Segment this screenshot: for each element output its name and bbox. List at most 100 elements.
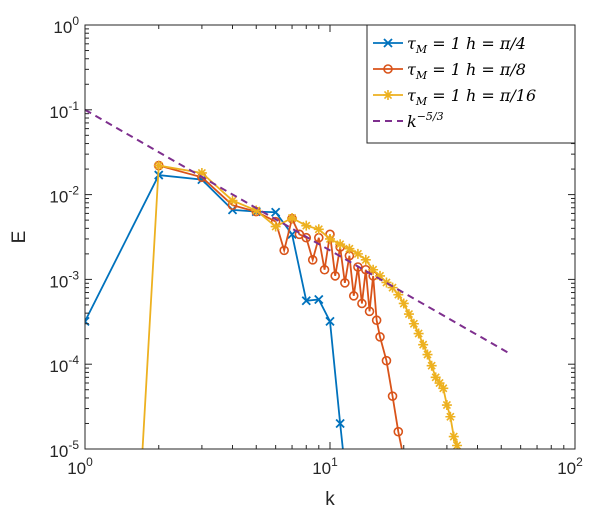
data-point (438, 383, 449, 394)
data-point (445, 411, 456, 422)
data-point (371, 315, 382, 326)
data-point (301, 296, 311, 306)
data-point (413, 328, 424, 339)
data-point (307, 255, 318, 265)
y-tick-base: 10 (49, 103, 68, 122)
data-point (434, 378, 445, 389)
data-point (393, 426, 404, 437)
y-tick-label: 10-3 (49, 268, 79, 291)
x-tick-exponent: 2 (576, 455, 583, 469)
legend-label-rest: = 1 h = π/8 (427, 60, 526, 79)
data-point (426, 360, 437, 371)
data-point (330, 271, 340, 281)
y-tick-base: 10 (53, 18, 72, 37)
x-tick-exponent: 1 (331, 455, 338, 469)
x-tick-label: 102 (557, 455, 583, 478)
data-point (360, 254, 371, 265)
legend-label-superscript: −5/3 (417, 110, 444, 123)
x-tick-exponent: 0 (86, 455, 93, 469)
data-point (227, 195, 238, 206)
data-point (368, 264, 379, 275)
y-tick-label: 100 (53, 14, 79, 37)
y-tick-label: 10-2 (49, 184, 79, 207)
data-point (403, 309, 414, 320)
legend-label: τM = 1 h = π/8 (407, 60, 526, 82)
data-point (430, 372, 441, 383)
data-point (375, 270, 386, 281)
data-point (348, 291, 359, 301)
data-point (340, 278, 350, 288)
legend-label: k−5/3 (407, 110, 444, 131)
legend-label-main: k (407, 112, 417, 131)
y-tick-exponent: -5 (68, 438, 79, 452)
data-point (422, 349, 433, 360)
legend-label-rest: = 1 h = π/16 (427, 86, 536, 105)
y-tick-exponent: -2 (68, 184, 79, 198)
data-point (375, 332, 385, 342)
legend-entry: τM = 1 h = π/16 (373, 86, 536, 108)
y-tick-exponent: -3 (68, 268, 79, 282)
x-tick-label: 101 (312, 455, 338, 478)
y-tick-base: 10 (49, 188, 68, 207)
y-tick-label: 10-4 (49, 353, 79, 376)
data-point (448, 431, 459, 442)
legend-label-main: τ (407, 86, 417, 105)
data-point (279, 245, 289, 256)
series-line (85, 108, 512, 356)
legend-label-main: τ (407, 60, 417, 79)
y-tick-base: 10 (49, 272, 68, 291)
y-tick-label: 10-5 (49, 438, 79, 461)
y-tick-base: 10 (49, 442, 68, 461)
data-point (398, 298, 409, 309)
data-point (381, 355, 392, 366)
y-tick-label: 10-1 (49, 99, 79, 122)
data-point (344, 243, 355, 254)
legend-swatch-marker (383, 90, 393, 100)
legend-label-main: τ (407, 34, 417, 53)
data-point (251, 205, 262, 216)
legend-entries: τM = 1 h = π/4τM = 1 h = π/8τM = 1 h = π… (373, 34, 536, 131)
legend-label-subscript: M (415, 69, 428, 82)
data-point (196, 167, 207, 178)
x-tick-base: 10 (67, 459, 86, 478)
legend-swatch-marker (383, 64, 393, 74)
data-point (387, 391, 398, 401)
data-point (352, 248, 363, 259)
legend-entry: k−5/3 (373, 110, 444, 131)
legend-label: τM = 1 h = π/4 (407, 34, 526, 56)
data-point (452, 440, 463, 449)
data-point (325, 233, 335, 244)
data-point (393, 289, 404, 300)
data-point (325, 316, 335, 326)
legend-label: τM = 1 h = π/16 (407, 86, 536, 108)
data-point (153, 160, 164, 171)
y-tick-exponent: -1 (68, 99, 79, 113)
tick-marks (84, 25, 575, 450)
data-point (364, 306, 375, 317)
x-tick-base: 10 (312, 459, 331, 478)
x-tick-label: 100 (67, 455, 93, 478)
data-point (418, 339, 429, 350)
x-tick-base: 10 (557, 459, 576, 478)
legend-box (366, 24, 576, 144)
data-point (335, 239, 346, 250)
legend-label-rest: = 1 h = π/4 (427, 34, 526, 53)
series-layer (85, 108, 512, 449)
data-point (270, 221, 281, 232)
data-point (387, 282, 398, 293)
y-tick-exponent: -4 (68, 353, 79, 367)
series-4 (85, 108, 512, 356)
x-axis-label: k (325, 489, 335, 510)
data-point (271, 207, 281, 217)
data-point (441, 400, 452, 411)
y-axis-label: E (9, 231, 30, 244)
y-tick-base: 10 (49, 357, 68, 376)
data-point (287, 212, 298, 223)
legend-swatch-marker (383, 38, 393, 48)
legend-label-subscript: M (415, 95, 428, 108)
data-point (314, 294, 324, 305)
legend-label-subscript: M (415, 43, 428, 56)
data-point (357, 298, 367, 309)
